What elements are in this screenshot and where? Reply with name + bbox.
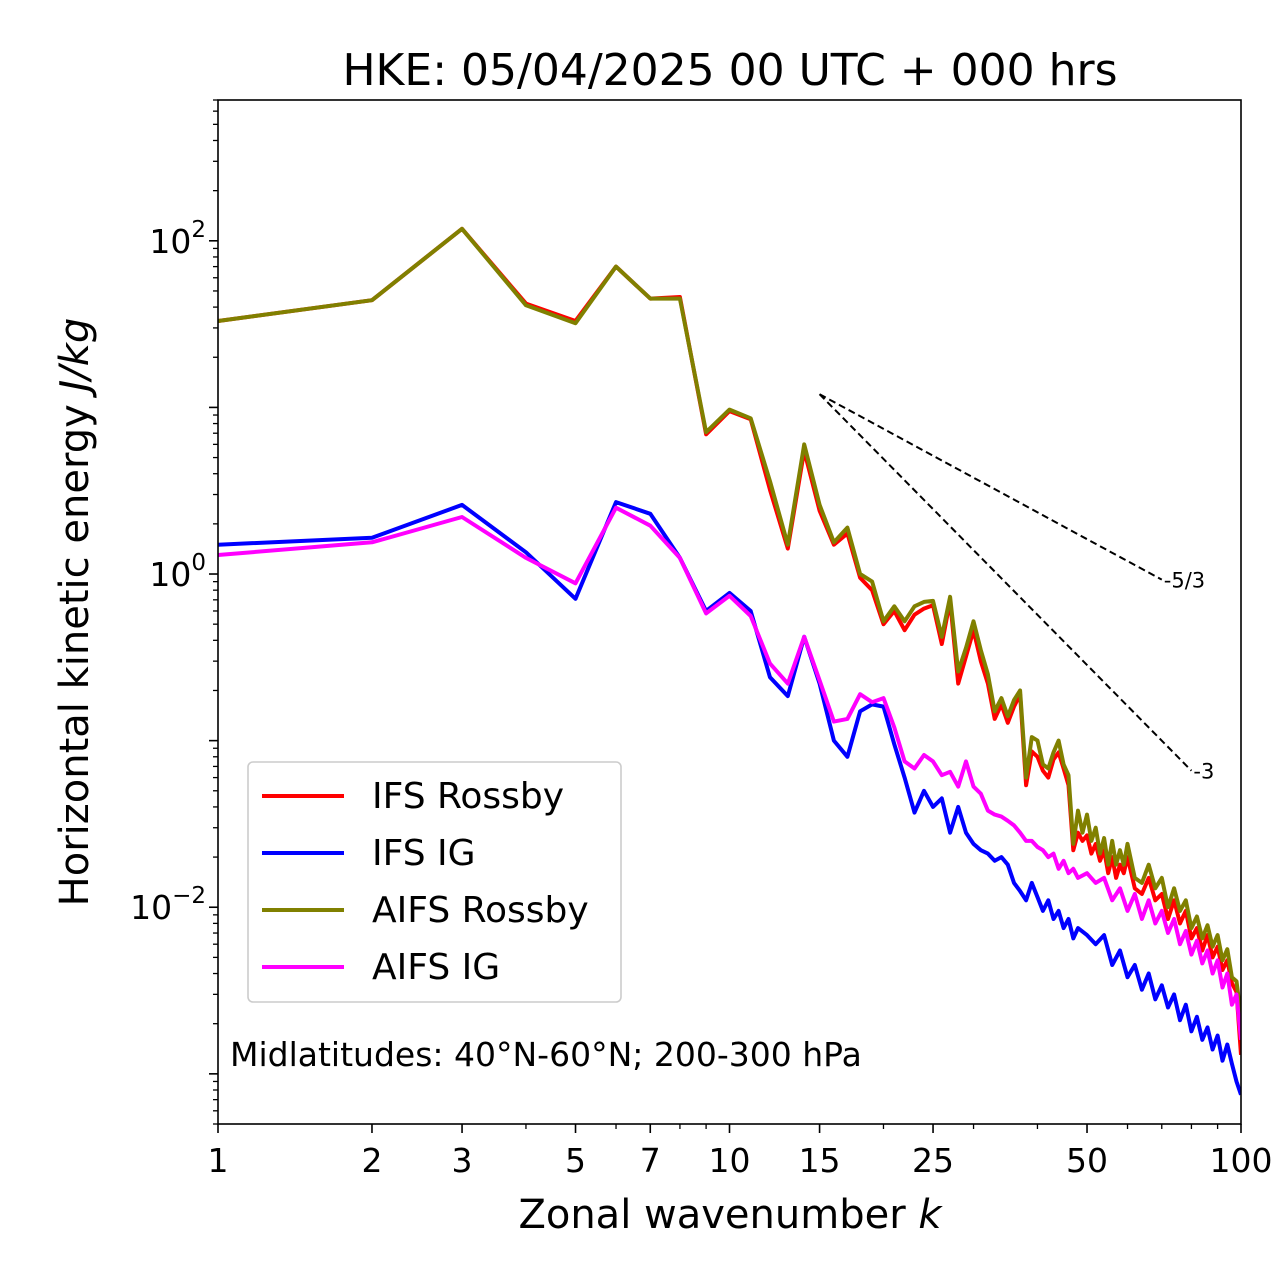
x-tick-label: 15 bbox=[799, 1141, 841, 1180]
x-tick-label: 3 bbox=[452, 1141, 473, 1180]
legend-label: IFS Rossby bbox=[372, 776, 564, 817]
y-tick-exponent: −2 bbox=[172, 883, 206, 909]
y-tick-exponent: 2 bbox=[191, 217, 206, 243]
y-tick-exponent: 0 bbox=[191, 550, 206, 576]
y-tick-base: 10 bbox=[149, 222, 191, 261]
reference-slope-lines bbox=[818, 393, 1193, 772]
x-tick-label: 5 bbox=[565, 1141, 586, 1180]
x-tick-label: 10 bbox=[709, 1141, 751, 1180]
y-tick-label: 100 bbox=[149, 550, 206, 594]
x-tick-label: 7 bbox=[640, 1141, 661, 1180]
y-tick-label: 10−2 bbox=[130, 883, 206, 927]
series-line bbox=[218, 505, 1241, 1040]
chart-title: HKE: 05/04/2025 00 UTC + 000 hrs bbox=[342, 45, 1117, 96]
legend-box bbox=[247, 761, 622, 1003]
x-tick-label: 100 bbox=[1210, 1141, 1273, 1180]
legend-label: IFS IG bbox=[372, 833, 476, 874]
x-axis: 1 2 3 5 7 10 15 25 50 100 bbox=[208, 1124, 1273, 1180]
legend-label: AIFS IG bbox=[372, 947, 500, 988]
y-tick-base: 10 bbox=[130, 888, 172, 927]
reference-line bbox=[818, 393, 1193, 772]
x-axis-label: Zonal wavenumber k bbox=[518, 1192, 943, 1238]
reference-line-label: -3 bbox=[1193, 760, 1214, 784]
y-tick-label: 102 bbox=[149, 217, 206, 261]
legend-entries: IFS Rossby IFS IG AIFS Rossby AIFS IG bbox=[262, 776, 589, 988]
legend: IFS Rossby IFS IG AIFS Rossby AIFS IG bbox=[247, 761, 622, 1003]
reference-line-label: -5/3 bbox=[1164, 569, 1205, 593]
reference-line bbox=[819, 393, 1163, 581]
x-tick-label: 2 bbox=[361, 1141, 382, 1180]
x-tick-label: 50 bbox=[1066, 1141, 1108, 1180]
x-tick-label: 25 bbox=[912, 1141, 954, 1180]
region-annotation: Midlatitudes: 40°N-60°N; 200-300 hPa bbox=[230, 1035, 862, 1074]
series-lines bbox=[218, 226, 1241, 1096]
x-tick-label: 1 bbox=[208, 1141, 229, 1180]
y-axis-label: Horizontal kinetic energy J/kg bbox=[52, 318, 98, 907]
legend-label: AIFS Rossby bbox=[372, 890, 589, 931]
plot-area bbox=[218, 226, 1241, 1096]
series-line bbox=[218, 226, 1241, 1018]
series-line bbox=[218, 500, 1241, 1096]
y-tick-base: 10 bbox=[149, 555, 191, 594]
